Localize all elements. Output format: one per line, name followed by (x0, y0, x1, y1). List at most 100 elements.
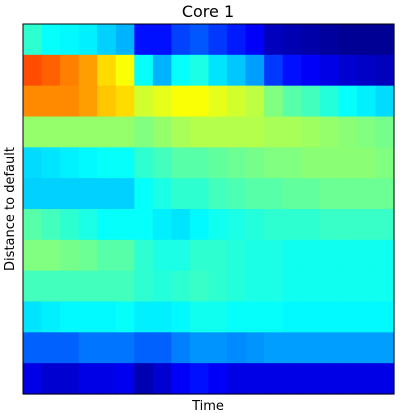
heatmap-cell (189, 24, 210, 56)
heatmap-cell (245, 363, 265, 395)
heatmap-cell (134, 147, 154, 179)
heatmap-cell (115, 332, 135, 364)
heatmap-cell (375, 239, 395, 272)
heatmap-cell (356, 209, 377, 241)
heatmap-cell (338, 363, 358, 395)
heatmap-cell (227, 54, 247, 87)
heatmap-cell (152, 270, 172, 303)
heatmap-cell (23, 363, 43, 395)
heatmap-cell (319, 54, 339, 87)
heatmap-cell (282, 332, 302, 364)
heatmap-cell (60, 363, 80, 395)
heatmap-cell (41, 270, 61, 303)
heatmap-cell (41, 116, 61, 148)
heatmap-cell (115, 178, 135, 210)
heatmap-cell (356, 24, 377, 56)
heatmap-cell (301, 147, 321, 179)
heatmap-cell (171, 209, 191, 241)
heatmap-cell (264, 209, 284, 241)
heatmap-cell (97, 85, 117, 118)
heatmap-cell (264, 178, 284, 210)
heatmap-cell (319, 270, 339, 303)
heatmap-cell (356, 270, 377, 303)
heatmap-cell (319, 147, 339, 179)
heatmap-cell (171, 332, 191, 364)
heatmap-cell (152, 363, 172, 395)
heatmap-cell (171, 301, 191, 333)
heatmap-cell (78, 85, 98, 118)
heatmap-cell (264, 147, 284, 179)
heatmap-cell (134, 178, 154, 210)
heatmap-cell (23, 209, 43, 241)
heatmap-cell (282, 24, 302, 56)
heatmap-cell (115, 239, 135, 272)
heatmap-cell (78, 178, 98, 210)
heatmap-cell (319, 24, 339, 56)
heatmap-cell (282, 116, 302, 148)
heatmap-cell (41, 147, 61, 179)
heatmap-cell (134, 239, 154, 272)
heatmap-cell (338, 85, 358, 118)
heatmap-cell (227, 363, 247, 395)
heatmap-cell (338, 270, 358, 303)
heatmap-cell (319, 209, 339, 241)
heatmap-cell (41, 239, 61, 272)
heatmap-cell (97, 54, 117, 87)
heatmap-cell (41, 54, 61, 87)
heatmap-cell (319, 363, 339, 395)
heatmap-cell (264, 363, 284, 395)
heatmap-cell (60, 178, 80, 210)
heatmap-cell (189, 54, 210, 87)
heatmap-cell (171, 270, 191, 303)
heatmap-cell (375, 116, 395, 148)
heatmap-cell (97, 363, 117, 395)
heatmap-cell (227, 270, 247, 303)
heatmap-cell (152, 147, 172, 179)
heatmap-cell (227, 209, 247, 241)
heatmap-cell (78, 209, 98, 241)
heatmap-cell (245, 85, 265, 118)
heatmap-cell (189, 209, 210, 241)
heatmap-cell (245, 116, 265, 148)
heatmap-cell (41, 209, 61, 241)
heatmap-cell (97, 24, 117, 56)
heatmap-cell (208, 301, 228, 333)
heatmap-cell (152, 209, 172, 241)
heatmap-cell (115, 85, 135, 118)
heatmap-cell (78, 332, 98, 364)
heatmap-cell (338, 178, 358, 210)
heatmap-cell (23, 239, 43, 272)
heatmap-cell (60, 239, 80, 272)
heatmap-cell (171, 116, 191, 148)
heatmap-cell (375, 85, 395, 118)
heatmap-cell (152, 178, 172, 210)
x-axis-label: Time (191, 399, 224, 413)
heatmap-cell (245, 301, 265, 333)
heatmap-cell (171, 178, 191, 210)
heatmap-cell (41, 85, 61, 118)
heatmap-cell (338, 209, 358, 241)
heatmap-cell (227, 239, 247, 272)
heatmap-cell (78, 147, 98, 179)
heatmap-cell (356, 239, 377, 272)
heatmap-cell (41, 332, 61, 364)
heatmap-cells (23, 24, 395, 395)
heatmap-cell (171, 85, 191, 118)
heatmap-cell (208, 270, 228, 303)
heatmap-cell (356, 363, 377, 395)
heatmap-cell (115, 147, 135, 179)
heatmap-cell (115, 270, 135, 303)
heatmap-cell (189, 116, 210, 148)
heatmap-cell (97, 239, 117, 272)
heatmap-cell (134, 85, 154, 118)
heatmap-cell (301, 332, 321, 364)
heatmap-cell (78, 270, 98, 303)
heatmap-cell (189, 85, 210, 118)
heatmap-cell (375, 24, 395, 56)
heatmap-cell (171, 54, 191, 87)
heatmap-cell (264, 270, 284, 303)
heatmap-cell (227, 24, 247, 56)
heatmap-cell (41, 178, 61, 210)
heatmap-cell (134, 332, 154, 364)
heatmap-cell (319, 301, 339, 333)
